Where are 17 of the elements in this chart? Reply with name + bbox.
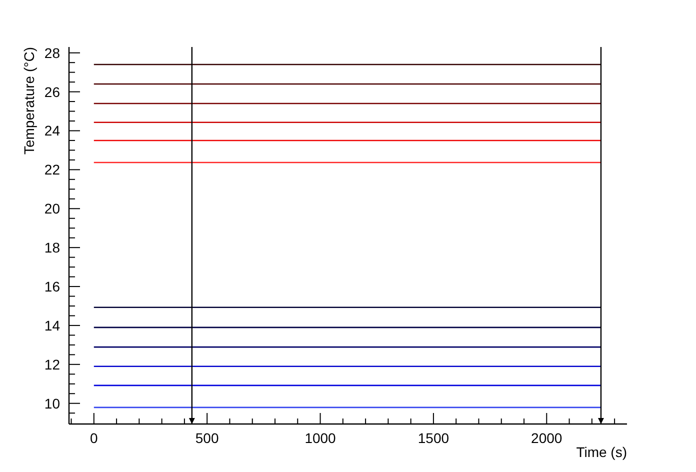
y-tick-label: 26 xyxy=(44,84,60,100)
y-tick-label: 10 xyxy=(44,395,60,412)
y-tick-label: 20 xyxy=(44,200,60,217)
y-tick-label: 22 xyxy=(44,162,60,178)
x-tick-label: 1500 xyxy=(418,430,450,446)
x-tick-label: 2000 xyxy=(531,430,562,446)
y-tick-label: 16 xyxy=(44,278,60,295)
y-tick-label: 12 xyxy=(44,356,60,372)
y-tick-label: 18 xyxy=(44,240,60,256)
x-tick-label: 1000 xyxy=(304,430,336,446)
y-axis-title: Temperature (°C) xyxy=(21,47,37,155)
y-tick-label: 24 xyxy=(44,122,60,139)
x-axis-title: Time (s) xyxy=(576,444,627,460)
y-tick-label: 14 xyxy=(44,317,60,334)
y-tick-label: 28 xyxy=(44,44,60,61)
x-tick-label: 500 xyxy=(195,430,219,446)
x-tick-label: 0 xyxy=(90,430,98,446)
